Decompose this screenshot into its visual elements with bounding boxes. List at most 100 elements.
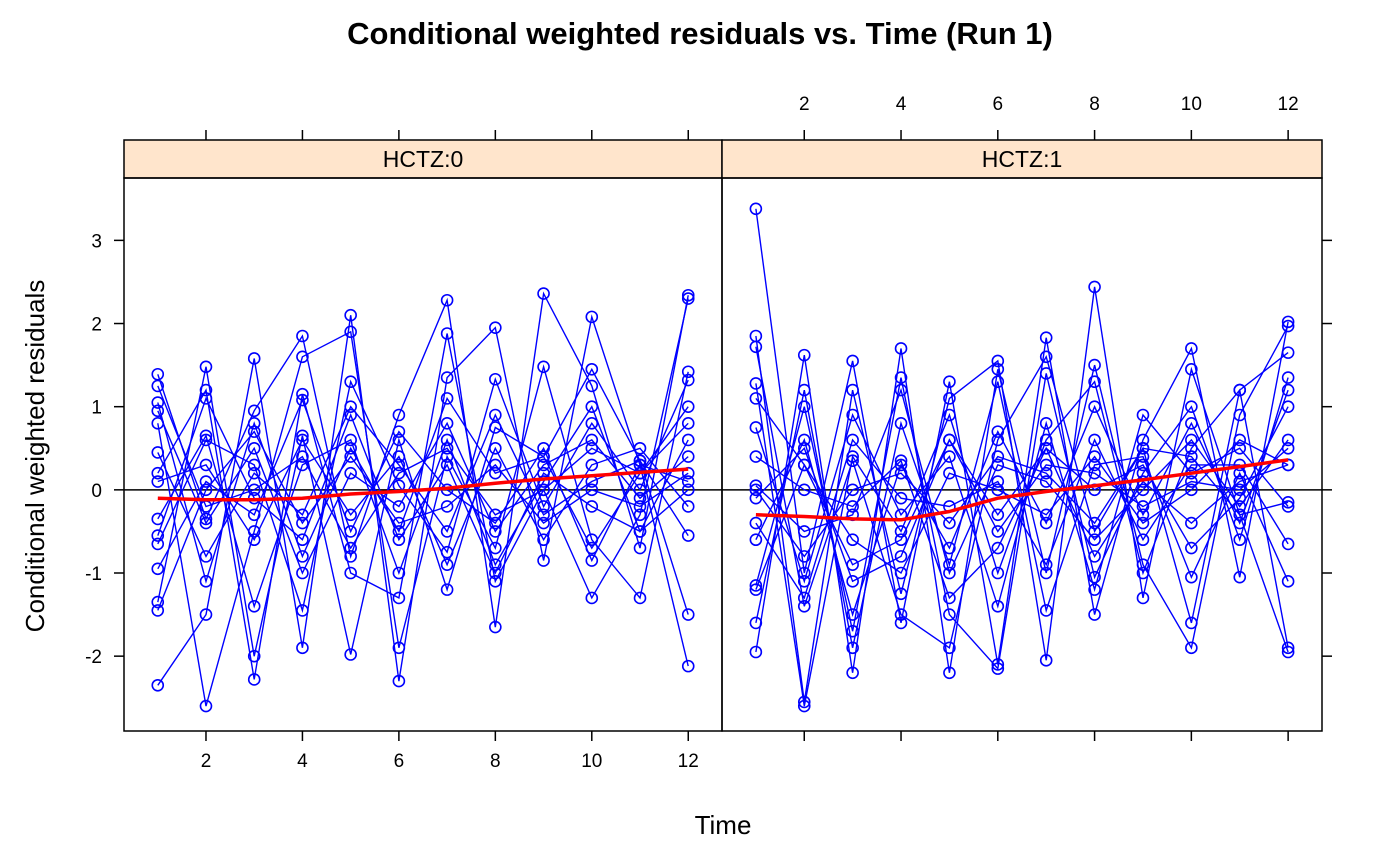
data-point — [1088, 583, 1101, 596]
data-point — [537, 483, 550, 497]
data-point — [296, 566, 309, 580]
data-point — [585, 310, 599, 324]
data-point — [1233, 383, 1247, 397]
data-point — [489, 566, 502, 580]
data-point — [846, 608, 859, 621]
data-point — [681, 292, 695, 305]
data-point — [247, 599, 261, 613]
data-point — [392, 674, 406, 688]
series-line — [755, 447, 1289, 558]
data-point — [749, 645, 763, 659]
data-point — [894, 371, 908, 384]
data-point — [1233, 570, 1247, 584]
data-point — [991, 425, 1005, 438]
data-point — [633, 525, 647, 538]
plot-area — [722, 202, 1322, 713]
data-point — [440, 433, 454, 447]
data-point — [1136, 408, 1150, 422]
series-line — [157, 330, 689, 707]
data-point — [344, 566, 357, 580]
series-line — [157, 398, 689, 570]
data-point — [1136, 433, 1150, 447]
data-point — [797, 699, 811, 713]
data-point — [1185, 616, 1198, 630]
data-point — [440, 558, 454, 571]
data-point — [681, 608, 695, 621]
data-point — [749, 491, 763, 505]
data-point — [489, 321, 502, 334]
data-point — [681, 365, 695, 379]
data-point — [247, 673, 261, 686]
smooth-line — [755, 458, 1289, 522]
data-point — [199, 512, 213, 526]
data-point — [537, 500, 550, 513]
data-point — [1039, 417, 1053, 430]
data-point — [894, 454, 908, 468]
data-point — [681, 659, 695, 673]
series-line — [157, 430, 689, 611]
data-point — [296, 393, 309, 407]
data-point — [392, 591, 406, 605]
data-point — [1281, 496, 1295, 509]
data-point — [1185, 342, 1198, 355]
data-point — [199, 458, 213, 472]
data-point — [585, 500, 599, 513]
data-point — [797, 550, 811, 563]
data-point — [1233, 508, 1247, 522]
data-point — [991, 525, 1005, 538]
data-point — [1039, 508, 1053, 522]
data-point — [1088, 466, 1101, 480]
data-point — [749, 479, 763, 492]
data-point — [489, 508, 502, 522]
data-point — [797, 599, 811, 613]
smooth-line — [157, 467, 689, 502]
data-point — [846, 483, 859, 497]
data-point — [1185, 516, 1198, 530]
data-point — [1088, 516, 1101, 530]
x-tick-label: 10 — [1181, 94, 1202, 115]
data-point — [1185, 450, 1198, 463]
series-line — [157, 385, 689, 550]
data-point — [392, 458, 406, 472]
data-point — [537, 458, 550, 472]
data-point — [440, 371, 454, 384]
data-point — [296, 458, 309, 472]
data-point — [846, 354, 859, 368]
data-point — [489, 441, 502, 455]
series-line — [157, 438, 689, 567]
x-axis-label: Time — [695, 810, 752, 840]
data-point — [489, 541, 502, 555]
data-point — [1088, 358, 1101, 372]
data-point — [633, 541, 647, 555]
data-point — [344, 550, 357, 563]
data-point — [633, 491, 647, 505]
data-point — [681, 500, 695, 513]
data-point — [151, 595, 165, 609]
series-line — [755, 438, 1289, 600]
data-point — [1281, 458, 1295, 472]
series-line — [157, 405, 689, 609]
data-point — [392, 408, 406, 422]
data-point — [440, 392, 454, 405]
data-point — [392, 516, 406, 530]
data-point — [247, 508, 261, 522]
data-point — [1088, 533, 1101, 547]
data-point — [151, 529, 165, 542]
data-point — [991, 375, 1005, 389]
data-point — [1281, 383, 1295, 397]
x-tick-label: 2 — [201, 751, 212, 772]
data-point — [247, 466, 261, 480]
data-point — [199, 550, 213, 563]
data-point — [440, 500, 454, 513]
data-point — [1281, 371, 1295, 384]
data-point — [392, 450, 406, 463]
data-point — [199, 383, 213, 397]
data-point — [797, 483, 811, 497]
y-tick-label: 3 — [91, 231, 102, 252]
data-point — [489, 525, 502, 538]
data-point — [749, 579, 763, 592]
data-point — [1281, 346, 1295, 359]
data-point — [681, 466, 695, 480]
data-point — [797, 348, 811, 362]
